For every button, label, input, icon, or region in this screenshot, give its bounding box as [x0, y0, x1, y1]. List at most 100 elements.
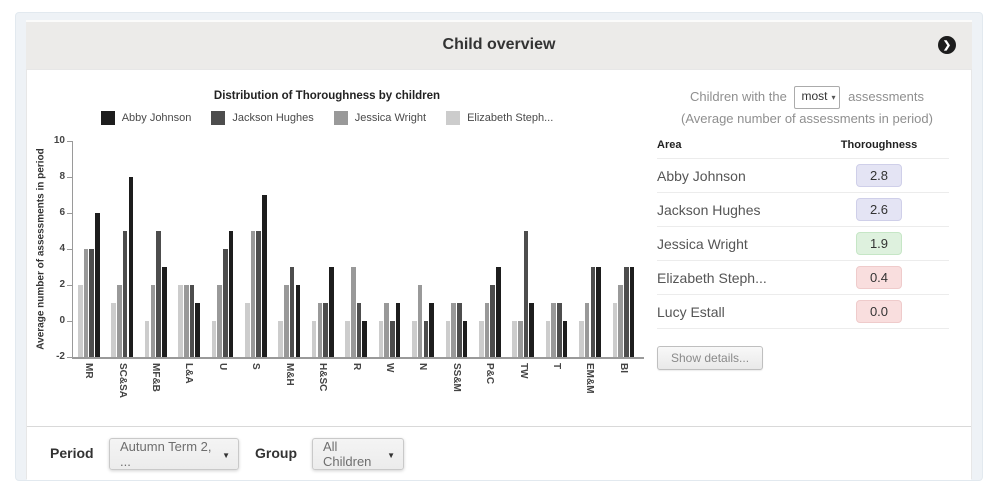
- row-value-cell: 2.8: [809, 164, 949, 187]
- caret-down-icon: ▼: [222, 451, 230, 460]
- bar: [584, 303, 590, 357]
- bar: [295, 285, 301, 357]
- bar: [311, 321, 317, 357]
- thoroughness-badge: 2.6: [856, 198, 902, 221]
- x-axis-label: N: [417, 363, 429, 371]
- footer-controls: Period Autumn Term 2, ... ▼ Group All Chi…: [27, 426, 971, 480]
- period-label: Period: [50, 445, 94, 461]
- thoroughness-badge: 1.9: [856, 232, 902, 255]
- bar: [445, 321, 451, 357]
- row-name: Jessica Wright: [657, 235, 748, 252]
- bar: [317, 303, 323, 357]
- table-header: Area Thoroughness: [657, 132, 949, 158]
- bar: [245, 303, 250, 357]
- bar: [562, 321, 568, 357]
- table-row: Elizabeth Steph... 0.4: [657, 260, 949, 294]
- bar: [195, 303, 200, 357]
- content-card: Distribution of Thoroughness by children…: [26, 69, 972, 480]
- x-axis-label: SS&M: [450, 363, 462, 392]
- table-row: Lucy Estall 0.0: [657, 294, 949, 329]
- bar: [78, 285, 83, 357]
- legend-item: Jackson Hughes: [211, 111, 314, 125]
- bar: [83, 249, 89, 357]
- x-axis-label: M&H: [283, 363, 295, 386]
- bar: [128, 177, 134, 357]
- bar: [390, 321, 395, 357]
- row-name: Lucy Estall: [657, 303, 725, 320]
- bar: [95, 213, 100, 357]
- bar: [362, 321, 367, 357]
- bar: [144, 321, 150, 357]
- show-details-button[interactable]: Show details...: [657, 346, 764, 370]
- bar: [545, 321, 551, 357]
- panel-nav-button[interactable]: ❯: [938, 36, 956, 54]
- panel-header: Child overview ❯: [26, 20, 972, 69]
- bar: [490, 285, 495, 357]
- child-overview-panel: Child overview ❯ Distribution of Thoroug…: [15, 12, 983, 481]
- thoroughness-badge: 0.0: [856, 300, 902, 323]
- heading-prefix: Children with the: [690, 88, 787, 104]
- bar: [228, 231, 234, 357]
- bar: [278, 321, 284, 357]
- y-axis-tick-label: 8: [59, 171, 65, 182]
- bar: [156, 231, 161, 357]
- x-axis-label: S: [250, 363, 262, 370]
- group-value: All Children: [323, 439, 372, 469]
- table-row: Jessica Wright 1.9: [657, 226, 949, 260]
- bar: [217, 285, 222, 357]
- bar: [378, 321, 384, 357]
- y-axis-tick-mark: [67, 321, 72, 322]
- y-axis-tick-mark: [67, 213, 72, 214]
- x-axis-label: MF&B: [150, 363, 162, 392]
- bar: [612, 303, 618, 357]
- table-row: Abby Johnson 2.8: [657, 158, 949, 192]
- bar: [484, 303, 490, 357]
- bar: [350, 267, 356, 357]
- period-dropdown[interactable]: Autumn Term 2, ... ▼: [109, 438, 239, 470]
- thoroughness-column-header: Thoroughness: [840, 139, 918, 151]
- table-row: Jackson Hughes 2.6: [657, 192, 949, 226]
- y-axis-tick-mark: [67, 141, 72, 142]
- bar: [618, 285, 623, 357]
- chart-title: Distribution of Thoroughness by children: [213, 90, 441, 102]
- heading-subtitle: (Average number of assessments in period…: [681, 111, 933, 126]
- assessments-filter-select[interactable]: most ▾: [794, 86, 841, 109]
- bar: [623, 267, 629, 357]
- panel-title: Child overview: [442, 36, 556, 53]
- bar: [328, 267, 334, 357]
- y-axis-tick-mark: [67, 285, 72, 286]
- legend-label: Jessica Wright: [354, 112, 427, 124]
- x-axis-label: R: [350, 363, 362, 371]
- bar: [117, 285, 122, 357]
- y-axis-tick-label: 10: [53, 135, 65, 146]
- caret-down-icon: ▾: [831, 93, 836, 102]
- row-name: Elizabeth Steph...: [657, 269, 767, 286]
- bar: [223, 249, 228, 357]
- legend-swatch-icon: [211, 111, 226, 125]
- bar: [478, 321, 484, 357]
- group-dropdown[interactable]: All Children ▼: [312, 438, 404, 470]
- bar: [384, 303, 389, 357]
- bar: [629, 267, 635, 357]
- x-axis-label: H&SC: [317, 363, 329, 392]
- y-axis-line: [72, 141, 73, 357]
- bar: [262, 195, 267, 357]
- x-axis-label: BI: [617, 363, 629, 373]
- bar: [557, 303, 562, 357]
- legend-swatch-icon: [100, 111, 115, 125]
- bar: [496, 267, 501, 357]
- bar: [178, 285, 183, 357]
- bar: [596, 267, 601, 357]
- legend-label: Abby Johnson: [121, 112, 192, 124]
- bar: [423, 321, 429, 357]
- period-value: Autumn Term 2, ...: [120, 439, 212, 469]
- bar: [395, 303, 401, 357]
- group-label: Group: [255, 445, 297, 461]
- bar: [189, 285, 195, 357]
- chart-legend: Abby Johnson Jackson Hughes Jessica Wright…: [72, 111, 582, 125]
- bar: [529, 303, 535, 357]
- x-axis-label: EM&M: [584, 363, 596, 394]
- legend-swatch-icon: [446, 111, 461, 125]
- bar: [356, 303, 362, 357]
